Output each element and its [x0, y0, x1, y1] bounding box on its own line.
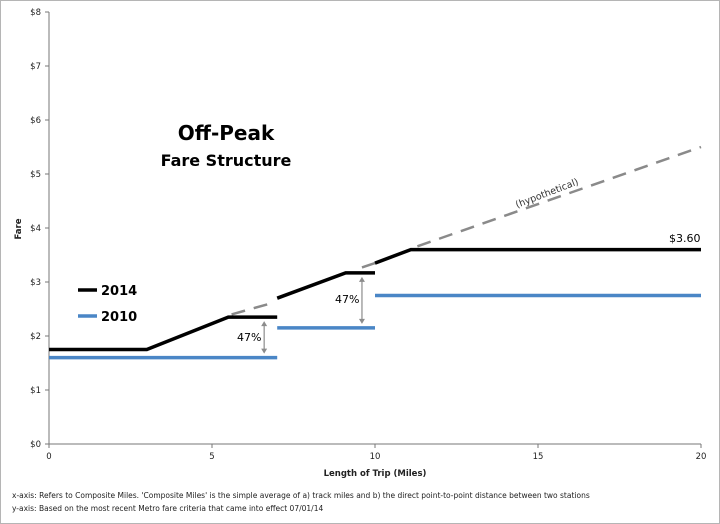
hypothetical-line — [416, 145, 702, 248]
y-axis-label: Fare — [14, 218, 24, 239]
chart-subtitle: Fare Structure — [161, 151, 292, 170]
arrow-head — [358, 276, 365, 282]
y-tick-label: $3 — [30, 278, 41, 288]
y-tick-label: $1 — [30, 386, 41, 396]
series-line-2014 — [374, 247, 701, 265]
arrow-head — [261, 321, 268, 327]
arrow-head — [358, 318, 365, 324]
axes: $0 $1 $2 $3 $4 $5 $6 $7 $8 0 5 10 15 20 — [30, 8, 706, 462]
labels-layer: Off-Peak Fare Structure Length of Trip (… — [14, 121, 701, 479]
price-annotation: $3.60 — [669, 232, 701, 245]
hypothetical-line — [231, 301, 275, 316]
y-tick-label: $8 — [30, 8, 41, 18]
legend-label-2010: 2010 — [101, 310, 137, 325]
series-layer — [49, 145, 702, 360]
arrow-head — [261, 348, 268, 354]
increase-annotation-1: 47% — [237, 331, 261, 344]
x-tick-label: 20 — [696, 452, 707, 462]
hypothetical-line — [361, 261, 376, 269]
y-tick-label: $4 — [30, 224, 41, 234]
x-axis-label: Length of Trip (Miles) — [324, 469, 427, 479]
x-axis-note: x-axis: Refers to Composite Miles. 'Comp… — [12, 491, 590, 500]
y-tick-label: $7 — [30, 62, 41, 72]
y-tick-label: $2 — [30, 332, 41, 342]
x-tick-label: 0 — [46, 452, 51, 462]
increase-annotation-2: 47% — [335, 293, 359, 306]
legend-label-2014: 2014 — [101, 284, 137, 299]
x-tick-label: 15 — [533, 452, 544, 462]
y-tick-label: $5 — [30, 170, 41, 180]
x-tick-label: 10 — [370, 452, 381, 462]
y-axis-note: y-axis: Based on the most recent Metro f… — [12, 504, 324, 513]
x-tick-label: 5 — [209, 452, 214, 462]
series-line-2014 — [49, 315, 278, 352]
chart-title: Off-Peak — [178, 121, 275, 145]
series-line-2014 — [276, 271, 375, 300]
y-tick-label: $0 — [30, 440, 41, 450]
y-tick-label: $6 — [30, 116, 41, 126]
